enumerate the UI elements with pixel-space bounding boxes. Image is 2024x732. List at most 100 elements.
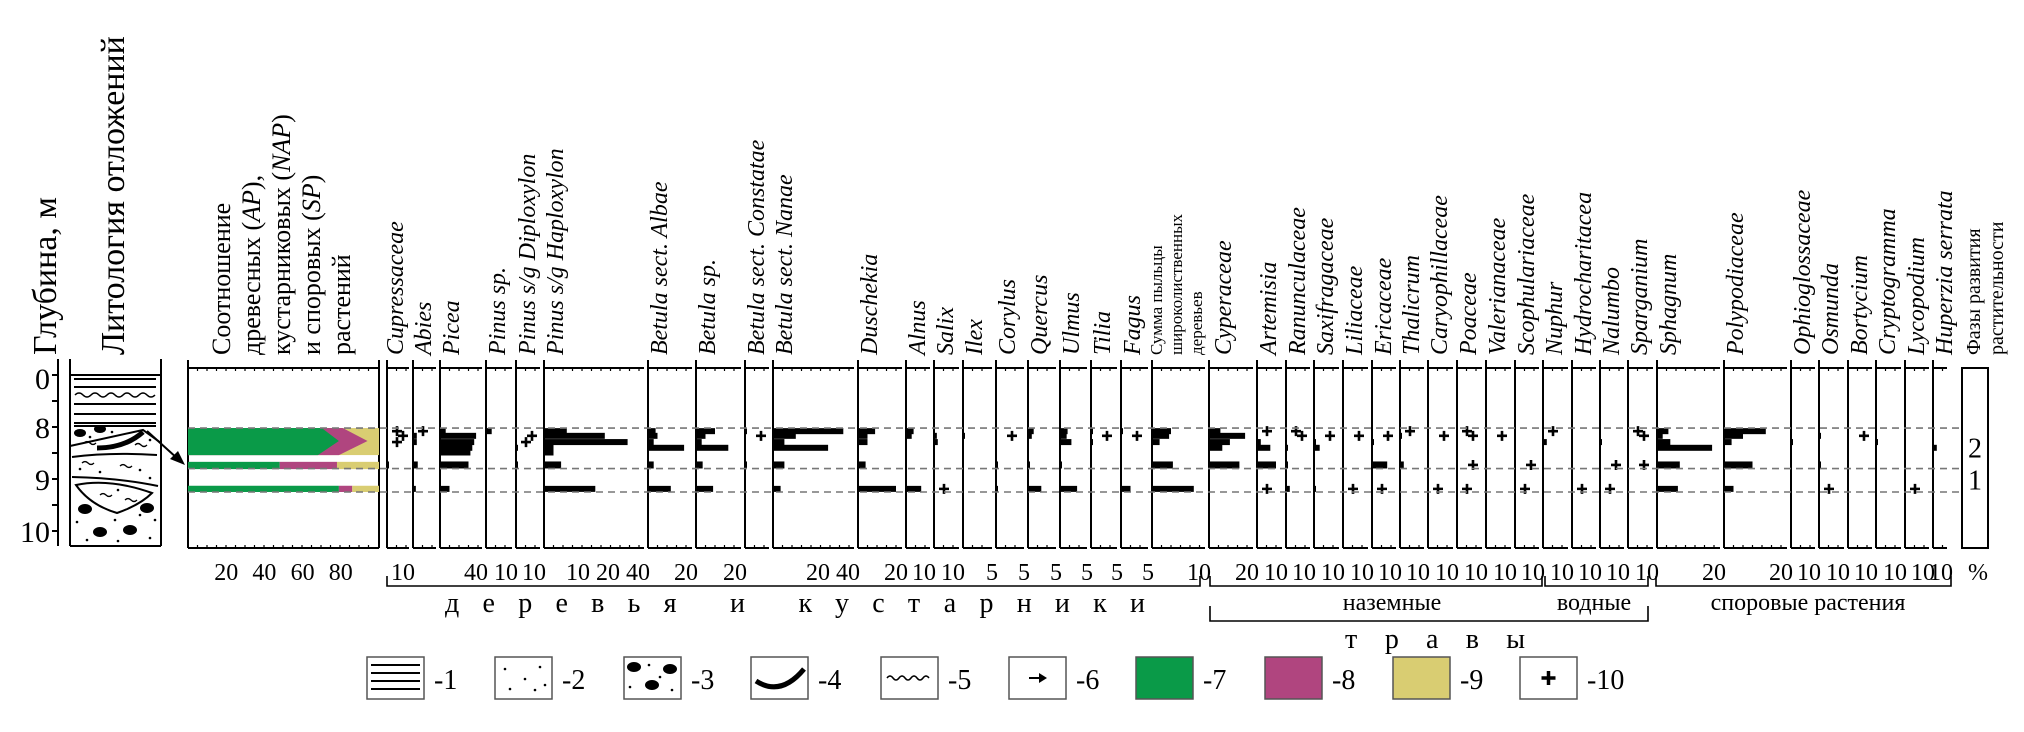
taxon-label: Ilex [962,319,988,356]
ratio-title-part: AP [237,190,266,224]
taxon-tick-label: 10 [1378,560,1402,586]
pollen-bar [996,485,998,492]
ratio-ap-area [188,428,339,456]
taxon-panel: Hydrocharitacea 10 [1571,192,1602,586]
dots-icon [503,665,547,692]
pollen-bar [413,485,416,492]
wave [886,675,930,681]
taxon-panel: Salix 10 [933,307,965,586]
legend-swatch [366,656,425,700]
taxon-panel: Polypodiaceae 20 [1723,212,1793,586]
taxon-label: Fagus [1120,295,1146,356]
taxon-panel: Ophioglossaceae 10 [1790,189,1821,586]
pollen-bar [648,432,658,439]
taxon-label: Saxifragaceae [1313,217,1339,355]
pollen-bar [858,428,876,435]
legend-swatch [1264,656,1323,700]
pollen-bar [696,485,714,492]
taxon-tick-label: 10 [1464,560,1488,586]
pollen-bar [1060,439,1072,446]
legend-label: -3 [691,665,714,696]
taxon-panel: Abies [411,302,437,549]
taxon-tick-label: 20 [1702,560,1726,586]
pollen-bar [1724,461,1753,469]
plus-icon [1102,430,1112,441]
plus-icon [1541,671,1556,685]
taxon-panel: Fagus 5 [1120,295,1154,586]
plus-icon [1132,430,1142,441]
pollen-bar [440,428,446,435]
taxon-panel: Scophulariaceae 10 [1514,193,1545,586]
pollen-bar [544,428,567,435]
pollen-bar [1060,485,1078,492]
pollen-bar [1657,485,1678,492]
taxon-panel: Ranunculaceae 10 [1285,207,1316,586]
ratio-title-part: Соотношение [207,203,236,355]
pollen-bar [1314,444,1320,451]
legend: -1 -2 -3 -4 -5 -6 -7 -8 -9 -10 [366,656,1624,700]
phase-label: 1 [1968,465,1982,496]
group-trees-label: деревья и кустарники [445,588,1145,619]
plus-icon [756,430,766,441]
dot [508,687,512,691]
pollen-bar [486,428,492,435]
arrow-icon [146,430,185,465]
legend-item: -7 [1135,656,1226,700]
pollen-bar [1876,439,1878,446]
ratio-title-part: и споровых ( [297,212,326,355]
taxon-label: Liliaceae [1342,265,1368,356]
ratio-title-part: SP [297,183,326,212]
taxon-label: Duschekia [857,254,883,356]
legend-item: -9 [1392,656,1483,700]
depth-tick-label: 10 [20,516,50,549]
taxon-panel: Ilex 5 [962,319,998,586]
dot [523,677,527,681]
plus-icon [1639,430,1649,441]
legend-label: -6 [1076,665,1099,696]
pollen-bar [1257,461,1276,469]
plus-icon [1405,426,1415,437]
taxon-panel: Osmunda 10 [1818,263,1850,586]
taxon-label: Pinus s/g Diploxylon [515,154,541,356]
depth-axis: 0 8 9 10 [20,359,59,549]
legend-swatch [880,656,939,700]
taxon-tick-label: 10 [1493,560,1517,586]
taxon-panel: Pinus s/g Diploxylon 10 [515,154,546,586]
taxon-label: Hydrocharitacea [1571,192,1597,356]
taxon-label: Nalumbo [1599,267,1625,356]
pollen-bar [745,428,747,435]
pollen-bar [413,461,418,469]
taxon-tick-label: 10 [1321,560,1345,586]
taxon-panel: Ericaceae 10 [1371,257,1402,586]
ratio-title-line: древесных (AP), [237,175,266,355]
taxon-tick-label: 10 [1911,560,1935,586]
pollen-bar [858,461,866,469]
pollen-bar [1091,439,1093,446]
taxon-panel: Alnus 10 [905,300,936,586]
taxon-label: Osmunda [1818,263,1844,355]
taxon-label: Picea [439,300,465,356]
taxon-panel: Liliaceae 10 [1342,265,1374,586]
pollen-bar [648,439,654,446]
ratio-title-part: кустарниковых ( [267,172,296,355]
taxon-label: Betula sect. Albae [647,181,673,355]
pollen-bar [440,444,473,451]
taxon-tick-label: 20 40 [806,560,860,586]
plus-icon [1439,430,1449,441]
taxon-panel: Artemisia 10 [1256,262,1288,586]
plus-icon [1468,430,1478,441]
taxon-tick-label: 10 [1578,560,1602,586]
dot [670,688,674,692]
horizontal-lines-icon [371,664,420,690]
taxon-tick-label: 10 [1635,560,1659,586]
legend-item: -4 [750,656,841,700]
taxon-tick-label: 5 [1111,560,1123,586]
taxon-panel: Quercus 5 [1027,275,1062,586]
taxon-label: Polypodiaceae [1723,212,1749,356]
ratio-title-part: NAP [267,123,296,173]
taxon-panel: Bortycium 10 [1847,255,1878,586]
taxon-panel: Tilia 5 [1090,311,1123,586]
pollen-bar [696,428,715,435]
lithology-title: Литология отложений [95,36,132,355]
